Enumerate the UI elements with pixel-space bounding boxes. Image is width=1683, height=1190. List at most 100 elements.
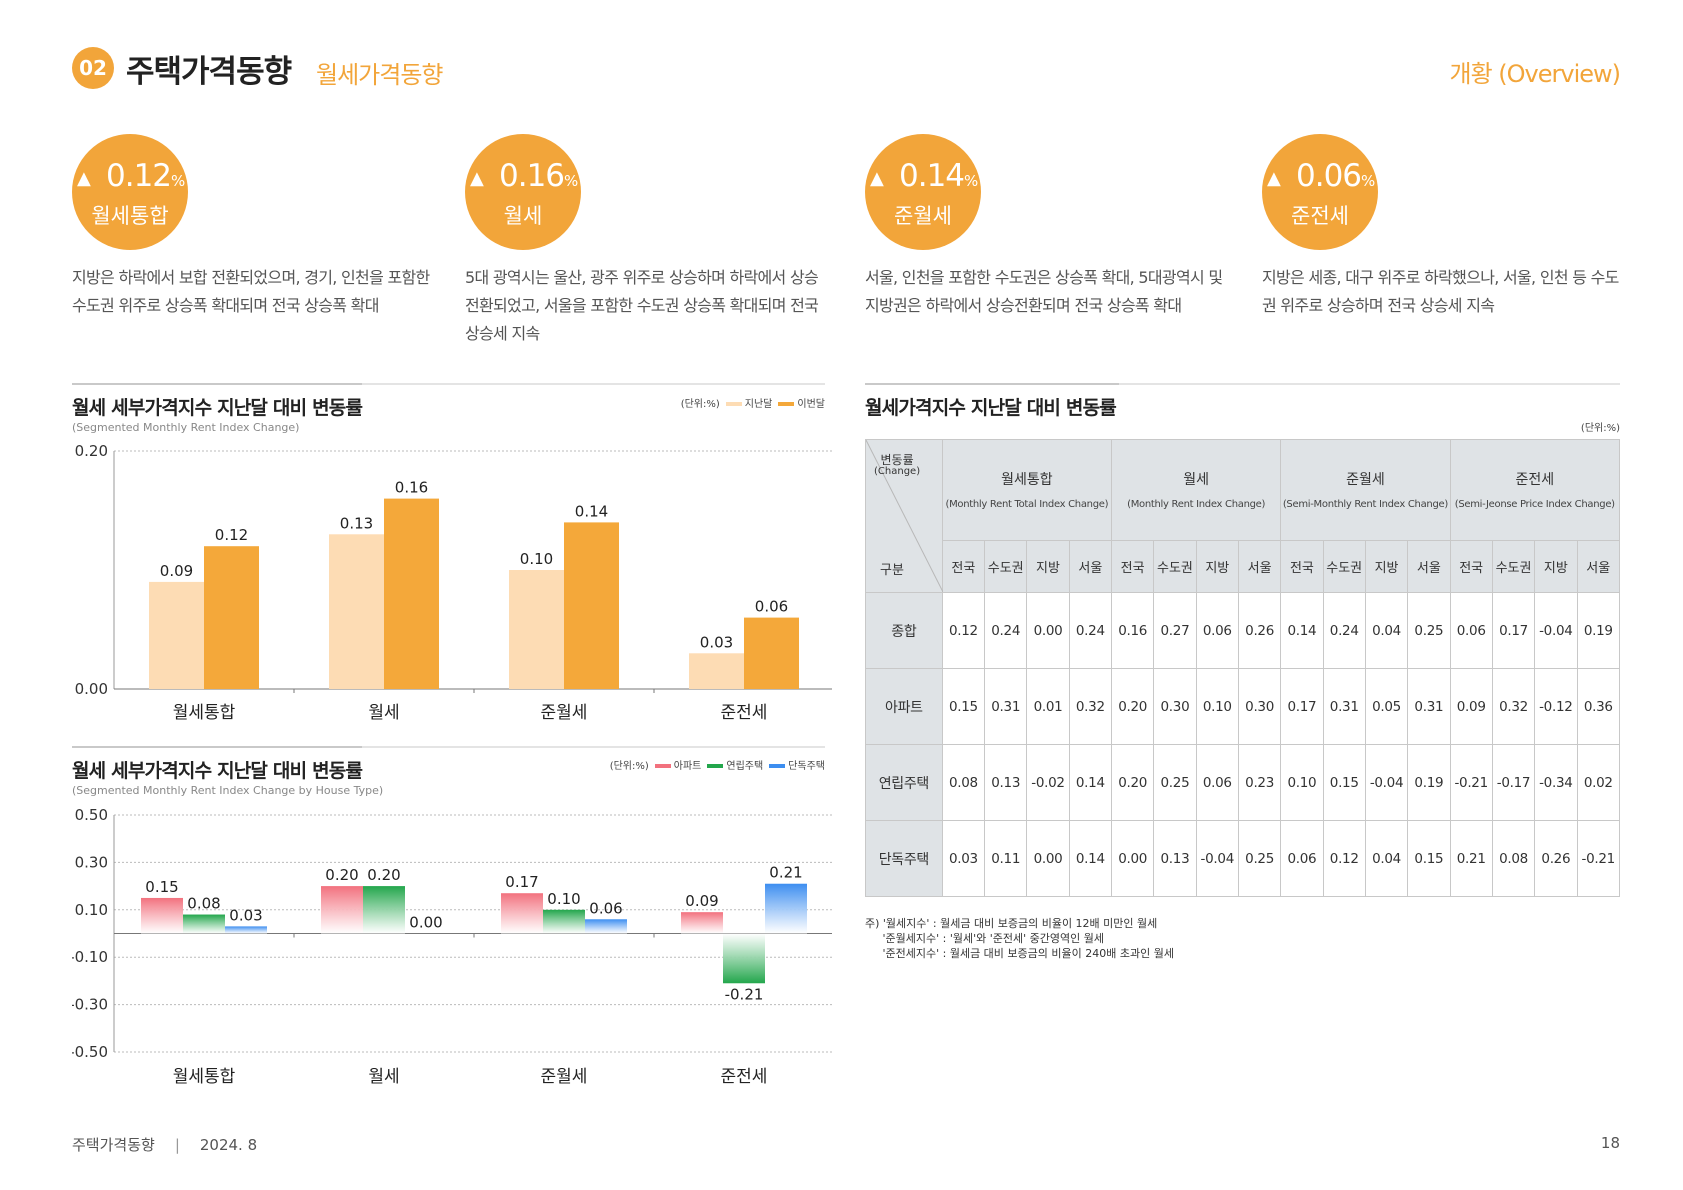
- up-arrow-icon: ▲: [77, 168, 91, 189]
- table-cell: 0.23: [1237, 744, 1282, 821]
- data-label: 0.00: [409, 914, 442, 932]
- legend-item-row-house: 연립주택: [707, 757, 763, 772]
- footer-date: 2024. 8: [199, 1136, 258, 1154]
- table-corner: 변동률 (Change) 구분: [865, 439, 943, 593]
- bar: [765, 883, 807, 934]
- table-cell: 0.25: [1153, 744, 1197, 821]
- y-tick-label: 0.20: [75, 442, 108, 460]
- stat-circle: ▲ 0.06% 준전세: [1262, 134, 1378, 250]
- table-row: 아파트 0.15 0.31 0.01 0.32 0.20 0.30 0.10 0.30 0.17 0…: [865, 668, 1620, 745]
- chart1-plot: 0.00 0.20 월세통합 0.09 0.12 월세 0.13 0.16 준월세 0.10 0.1…: [75, 442, 832, 723]
- table-cell: 0.15: [1322, 744, 1366, 821]
- subcolumn-header: 지방: [1534, 539, 1578, 594]
- y-tick-label: 0.30: [75, 853, 108, 871]
- table-cell: 0.30: [1153, 668, 1197, 745]
- stat-description: 서울, 인천을 포함한 수도권은 상승폭 확대, 5대광역시 및 지방권은 하락…: [865, 268, 1223, 315]
- section-divider: [72, 383, 825, 385]
- table-cell: 0.14: [1280, 592, 1324, 669]
- table-cell: 0.17: [1491, 592, 1536, 669]
- table-cell: 0.25: [1407, 592, 1451, 669]
- table-notes: 주) '월세지수' : 월세금 대비 보증금의 비율이 12배 미만인 월세 '…: [865, 917, 1174, 960]
- bar: [183, 914, 225, 934]
- bar: [141, 897, 183, 934]
- table-cell: 0.13: [1153, 820, 1197, 897]
- corner-category-label: 구분: [880, 563, 904, 578]
- data-label: 0.09: [685, 892, 718, 910]
- group-header: 월세 (Monthly Rent Index Change): [1110, 439, 1282, 541]
- up-arrow-icon: ▲: [470, 168, 484, 189]
- bar: [225, 926, 267, 934]
- table-cell: 0.09: [1449, 668, 1493, 745]
- bar: [384, 498, 439, 689]
- table-cell: 0.24: [1322, 592, 1366, 669]
- corner-change-label: 변동률 (Change): [874, 453, 921, 477]
- table-cell: -0.04: [1534, 592, 1578, 669]
- stat-card: ▲ 0.14% 준월세 서울, 인천을 포함한 수도권은 상승폭 확대, 5대광…: [865, 134, 1235, 320]
- table-cell: 0.24: [1068, 592, 1112, 669]
- row-label: 종합: [865, 592, 943, 669]
- table-cell: 0.21: [1449, 820, 1493, 897]
- section-number-badge: 02: [72, 47, 114, 89]
- overview-label: 개황 (Overview): [1449, 60, 1621, 88]
- table-cell: 0.30: [1237, 668, 1282, 745]
- subcolumn-header: 수도권: [984, 539, 1028, 594]
- table-row: 종합 0.12 0.24 0.00 0.24 0.16 0.27 0.06 0.26 0.14 0.…: [865, 592, 1620, 669]
- subcolumn-header: 수도권: [1153, 539, 1197, 594]
- table-cell: -0.12: [1534, 668, 1578, 745]
- stat-card: ▲ 0.12% 월세통합 지방은 하락에서 보합 전환되었으며, 경기, 인천을…: [72, 134, 442, 320]
- table-cell: -0.17: [1491, 744, 1536, 821]
- stat-description: 지방은 하락에서 보합 전환되었으며, 경기, 인천을 포함한 수도권 위주로 …: [72, 268, 430, 315]
- table-cell: 0.12: [941, 592, 986, 669]
- table-cell: 0.11: [984, 820, 1028, 897]
- y-tick-label: 0.10: [75, 901, 108, 919]
- table-cell: 0.04: [1364, 820, 1409, 897]
- table-cell: 0.06: [1280, 820, 1324, 897]
- table-cell: -0.02: [1026, 744, 1070, 821]
- up-arrow-icon: ▲: [870, 168, 884, 189]
- data-label: 0.06: [755, 598, 788, 616]
- bar: [149, 581, 204, 689]
- data-label: 0.03: [229, 906, 262, 924]
- data-label: 0.14: [575, 502, 608, 520]
- data-label: 0.08: [187, 895, 220, 913]
- data-label: 0.09: [160, 562, 193, 580]
- table-cell: 0.00: [1026, 592, 1070, 669]
- table-cell: 0.26: [1534, 820, 1578, 897]
- table-cell: 0.15: [941, 668, 986, 745]
- table-cell: 0.19: [1576, 592, 1620, 669]
- up-arrow-icon: ▲: [1267, 168, 1281, 189]
- stat-card: ▲ 0.16% 월세 5대 광역시는 울산, 광주 위주로 상승하며 하락에서 …: [465, 134, 835, 348]
- bar: [363, 886, 405, 934]
- table-cell: 0.36: [1576, 668, 1620, 745]
- data-label: 0.10: [547, 890, 580, 908]
- table-cell: 0.15: [1407, 820, 1451, 897]
- subcolumn-header: 전국: [1449, 539, 1493, 594]
- row-label: 연립주택: [865, 744, 943, 821]
- table-cell: 0.19: [1407, 744, 1451, 821]
- bar: [329, 534, 384, 689]
- footer-separator: |: [174, 1136, 180, 1154]
- group-header: 월세통합 (Monthly Rent Total Index Change): [941, 439, 1112, 541]
- table-cell: 0.06: [1195, 592, 1239, 669]
- table-cell: 0.20: [1110, 668, 1155, 745]
- stat-value: 0.16%: [499, 158, 578, 194]
- subcolumn-header: 지방: [1364, 539, 1409, 594]
- table-cell: 0.10: [1280, 744, 1324, 821]
- subcolumn-header: 지방: [1195, 539, 1239, 594]
- table-cell: 0.13: [984, 744, 1028, 821]
- stat-label: 준전세: [1291, 204, 1349, 228]
- stat-label: 월세: [503, 204, 543, 228]
- table-cell: -0.34: [1534, 744, 1578, 821]
- bar: [204, 546, 259, 689]
- bar: [509, 570, 564, 689]
- table-cell: 0.27: [1153, 592, 1197, 669]
- data-label: 0.10: [520, 550, 553, 568]
- table-title: 월세가격지수 지난달 대비 변동률: [865, 397, 1117, 419]
- table-unit: (단위:%): [1580, 423, 1620, 434]
- bar: [564, 522, 619, 689]
- y-tick-label: 0.50: [75, 806, 108, 824]
- section-divider: [72, 746, 825, 748]
- bar: [681, 912, 723, 934]
- table-cell: 0.00: [1110, 820, 1155, 897]
- section-divider: [865, 383, 1620, 385]
